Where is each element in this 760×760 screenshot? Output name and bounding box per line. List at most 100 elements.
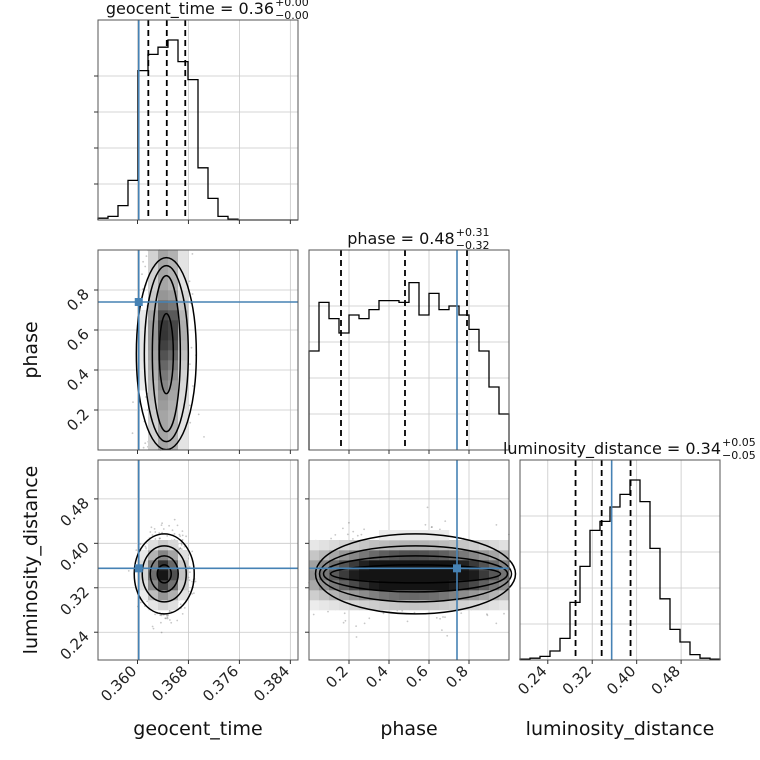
hist-title-minus: −0.05	[722, 449, 756, 462]
density-cell	[168, 440, 179, 451]
density-cell	[329, 600, 340, 611]
density-cell	[319, 580, 330, 591]
density-cell	[148, 290, 159, 301]
density-cell	[369, 550, 380, 561]
density-cell	[429, 540, 440, 551]
joint-panel-phase-luminosity_distance-border	[308, 459, 510, 661]
density-cell	[379, 590, 390, 601]
scatter-point	[355, 625, 357, 627]
scatter-point	[150, 526, 153, 529]
density-cell	[158, 370, 169, 381]
density-cell	[419, 600, 430, 611]
density-cell	[138, 340, 149, 351]
scatter-point	[495, 622, 498, 625]
scatter-point	[178, 533, 181, 536]
scatter-point	[180, 548, 183, 550]
density-cell	[459, 580, 470, 591]
scatter-point	[180, 543, 183, 546]
density-cell	[429, 580, 440, 591]
density-cell	[329, 580, 340, 591]
scatter-point	[145, 255, 148, 257]
density-cell	[178, 280, 189, 291]
density-cell	[158, 380, 169, 391]
density-cell	[499, 570, 510, 581]
scatter-point	[152, 627, 155, 630]
density-cell	[459, 550, 470, 561]
density-cell	[158, 420, 169, 431]
density-cell	[449, 600, 460, 611]
density-cell	[309, 550, 320, 561]
density-cell	[449, 540, 460, 551]
density-cell	[158, 390, 169, 401]
density-cell	[178, 250, 189, 261]
scatter-point	[486, 613, 488, 616]
density-cell	[178, 260, 189, 271]
density-cell	[148, 440, 159, 451]
density-cell	[459, 570, 470, 581]
density-cell	[429, 600, 440, 611]
contour-line	[133, 533, 195, 615]
density-cell	[178, 560, 189, 571]
density-cell	[379, 600, 390, 611]
scatter-point	[168, 610, 171, 613]
density-cell	[399, 530, 410, 541]
density-cell	[479, 560, 490, 571]
scatter-point	[430, 526, 433, 528]
density-cell	[148, 260, 159, 271]
density-cell	[178, 400, 189, 411]
density-cell	[148, 350, 159, 361]
scatter-point	[176, 619, 179, 622]
density-cell	[178, 430, 189, 441]
scatter-point	[439, 528, 441, 531]
y-axis-label-luminosity_distance: luminosity_distance	[20, 466, 42, 655]
hist-title-plus: +0.00	[275, 0, 309, 9]
density-cell	[309, 590, 320, 601]
density-cell	[178, 360, 189, 371]
density-cell	[138, 330, 149, 341]
scatter-point	[160, 614, 163, 617]
density-cell	[168, 370, 179, 381]
density-cell	[379, 550, 390, 561]
density-cell	[158, 440, 169, 451]
density-cell	[419, 540, 430, 551]
scatter-point	[486, 614, 489, 617]
density-cell	[339, 560, 350, 571]
density-cell	[499, 590, 510, 601]
density-cell	[138, 310, 149, 321]
x-tick-label: 0.6	[402, 662, 432, 692]
density-cell	[479, 590, 490, 601]
y-tick-label: 0.32	[56, 583, 92, 619]
scatter-point	[135, 549, 138, 551]
scatter-point	[158, 537, 161, 540]
density-cell	[419, 580, 430, 591]
density-cell	[449, 590, 460, 601]
density-cell	[369, 580, 380, 591]
scatter-point	[191, 293, 194, 295]
y-tick-label: 0.48	[56, 494, 92, 530]
density-cell	[168, 560, 179, 571]
density-cell	[158, 550, 169, 561]
scatter-point	[159, 537, 162, 540]
scatter-point	[446, 634, 449, 637]
scatter-point	[183, 607, 186, 609]
x-axis-label-phase: phase	[380, 718, 437, 740]
density-cell	[178, 370, 189, 381]
scatter-point	[141, 273, 143, 276]
density-cell	[359, 570, 370, 581]
scatter-point	[342, 621, 345, 624]
density-cell	[168, 410, 179, 421]
density-cell	[168, 260, 179, 271]
scatter-point	[441, 629, 443, 631]
density-cell	[138, 380, 149, 391]
hist-title-minus: −0.00	[275, 9, 309, 22]
scatter-point	[132, 401, 134, 403]
density-cell	[399, 580, 410, 591]
density-cell	[479, 600, 490, 611]
scatter-point	[348, 521, 350, 524]
density-cell	[369, 560, 380, 571]
hist-title-phase: phase = 0.48	[347, 229, 454, 248]
density-cell	[469, 590, 480, 601]
density-cell	[148, 570, 159, 581]
scatter-point	[149, 531, 152, 533]
